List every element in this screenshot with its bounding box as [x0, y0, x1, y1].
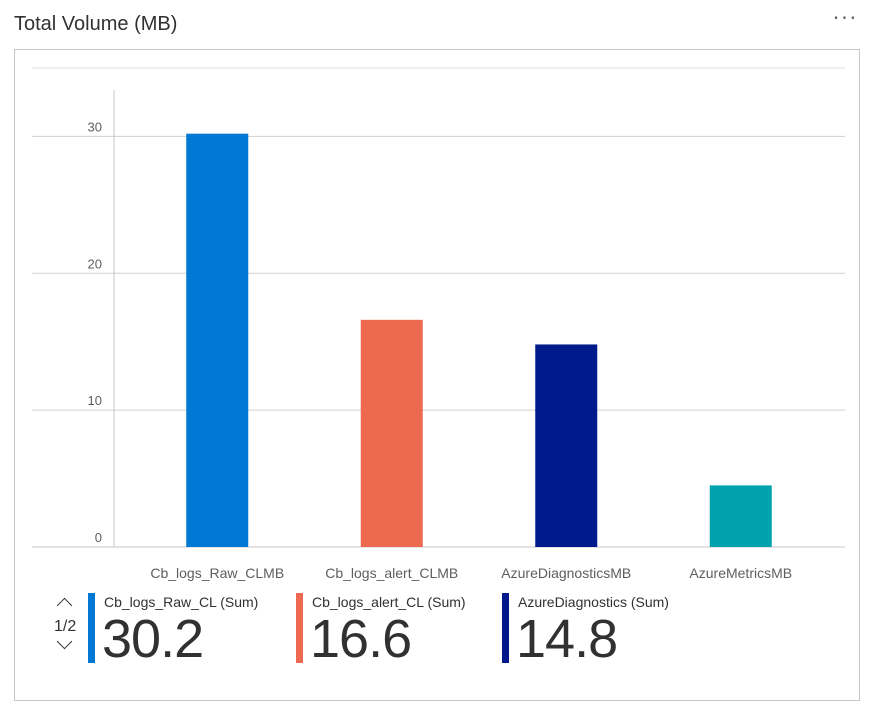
legend-series-name: AzureDiagnostics (Sum) — [518, 594, 669, 610]
y-axis: 0 10 20 30 — [88, 90, 115, 547]
legend-series-value: 14.8 — [516, 609, 618, 669]
more-options-icon[interactable]: ··· — [832, 6, 858, 30]
bar[interactable] — [535, 344, 598, 547]
x-tick-label: AzureDiagnosticsMB — [501, 565, 631, 581]
bar[interactable] — [360, 319, 423, 547]
bar[interactable] — [186, 133, 249, 548]
y-tick-label: 20 — [88, 256, 102, 271]
gridlines — [32, 67, 845, 548]
legend-series-value: 16.6 — [310, 609, 412, 669]
panel-title: Total Volume (MB) — [14, 13, 178, 35]
bar[interactable] — [709, 485, 772, 547]
legend-series-name: Cb_logs_alert_CL (Sum) — [312, 594, 466, 610]
x-axis-labels: Cb_logs_Raw_CLMB Cb_logs_alert_CLMB AzureD… — [150, 565, 792, 581]
y-tick-label: 10 — [88, 393, 102, 408]
legend-pager: 1/2 — [52, 592, 82, 662]
chevron-up-icon[interactable] — [56, 597, 73, 614]
legend-series-value: 30.2 — [102, 609, 204, 669]
legend-series-name: Cb_logs_Raw_CL (Sum) — [104, 594, 259, 610]
y-tick-label: 0 — [95, 530, 102, 545]
legend-swatch — [88, 593, 95, 663]
legend-swatch — [502, 593, 509, 663]
legend-swatch — [296, 593, 303, 663]
chart-frame — [14, 49, 860, 701]
chevron-down-icon[interactable] — [56, 633, 73, 650]
y-tick-label: 30 — [88, 119, 102, 134]
x-tick-label: Cb_logs_Raw_CLMB — [150, 565, 284, 581]
x-tick-label: AzureMetricsMB — [689, 565, 792, 581]
x-tick-label: Cb_logs_alert_CLMB — [325, 565, 458, 581]
bars — [186, 133, 772, 548]
page-indicator: 1/2 — [54, 618, 77, 635]
